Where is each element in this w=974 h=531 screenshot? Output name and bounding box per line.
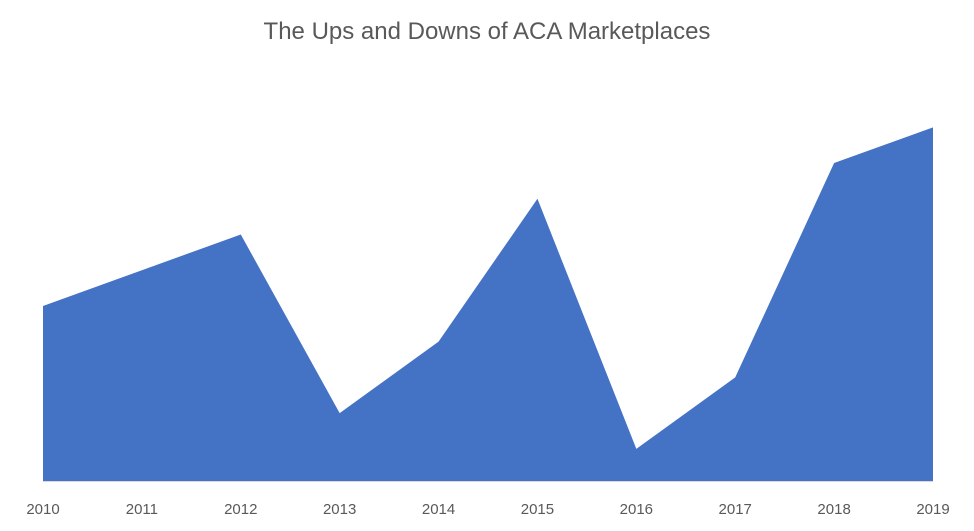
x-tick-label: 2017 bbox=[719, 501, 752, 518]
x-tick-label: 2011 bbox=[126, 501, 158, 518]
area-layer bbox=[43, 127, 933, 481]
x-tick-label: 2016 bbox=[620, 501, 653, 518]
x-tick-label: 2019 bbox=[916, 501, 949, 518]
chart-title: The Ups and Downs of ACA Marketplaces bbox=[263, 18, 711, 45]
x-tick-label: 2013 bbox=[323, 501, 356, 518]
x-tick-label: 2010 bbox=[26, 501, 59, 518]
area-series-0 bbox=[43, 127, 933, 481]
x-tick-label: 2015 bbox=[521, 501, 554, 518]
x-tick-label: 2018 bbox=[817, 501, 850, 518]
x-tick-label: 2012 bbox=[224, 501, 257, 518]
x-tick-labels: 2010 2011 2012 2013 2014 2015 2016 2017 2018 2019 bbox=[26, 501, 949, 518]
x-tick-label: 2014 bbox=[422, 501, 455, 518]
